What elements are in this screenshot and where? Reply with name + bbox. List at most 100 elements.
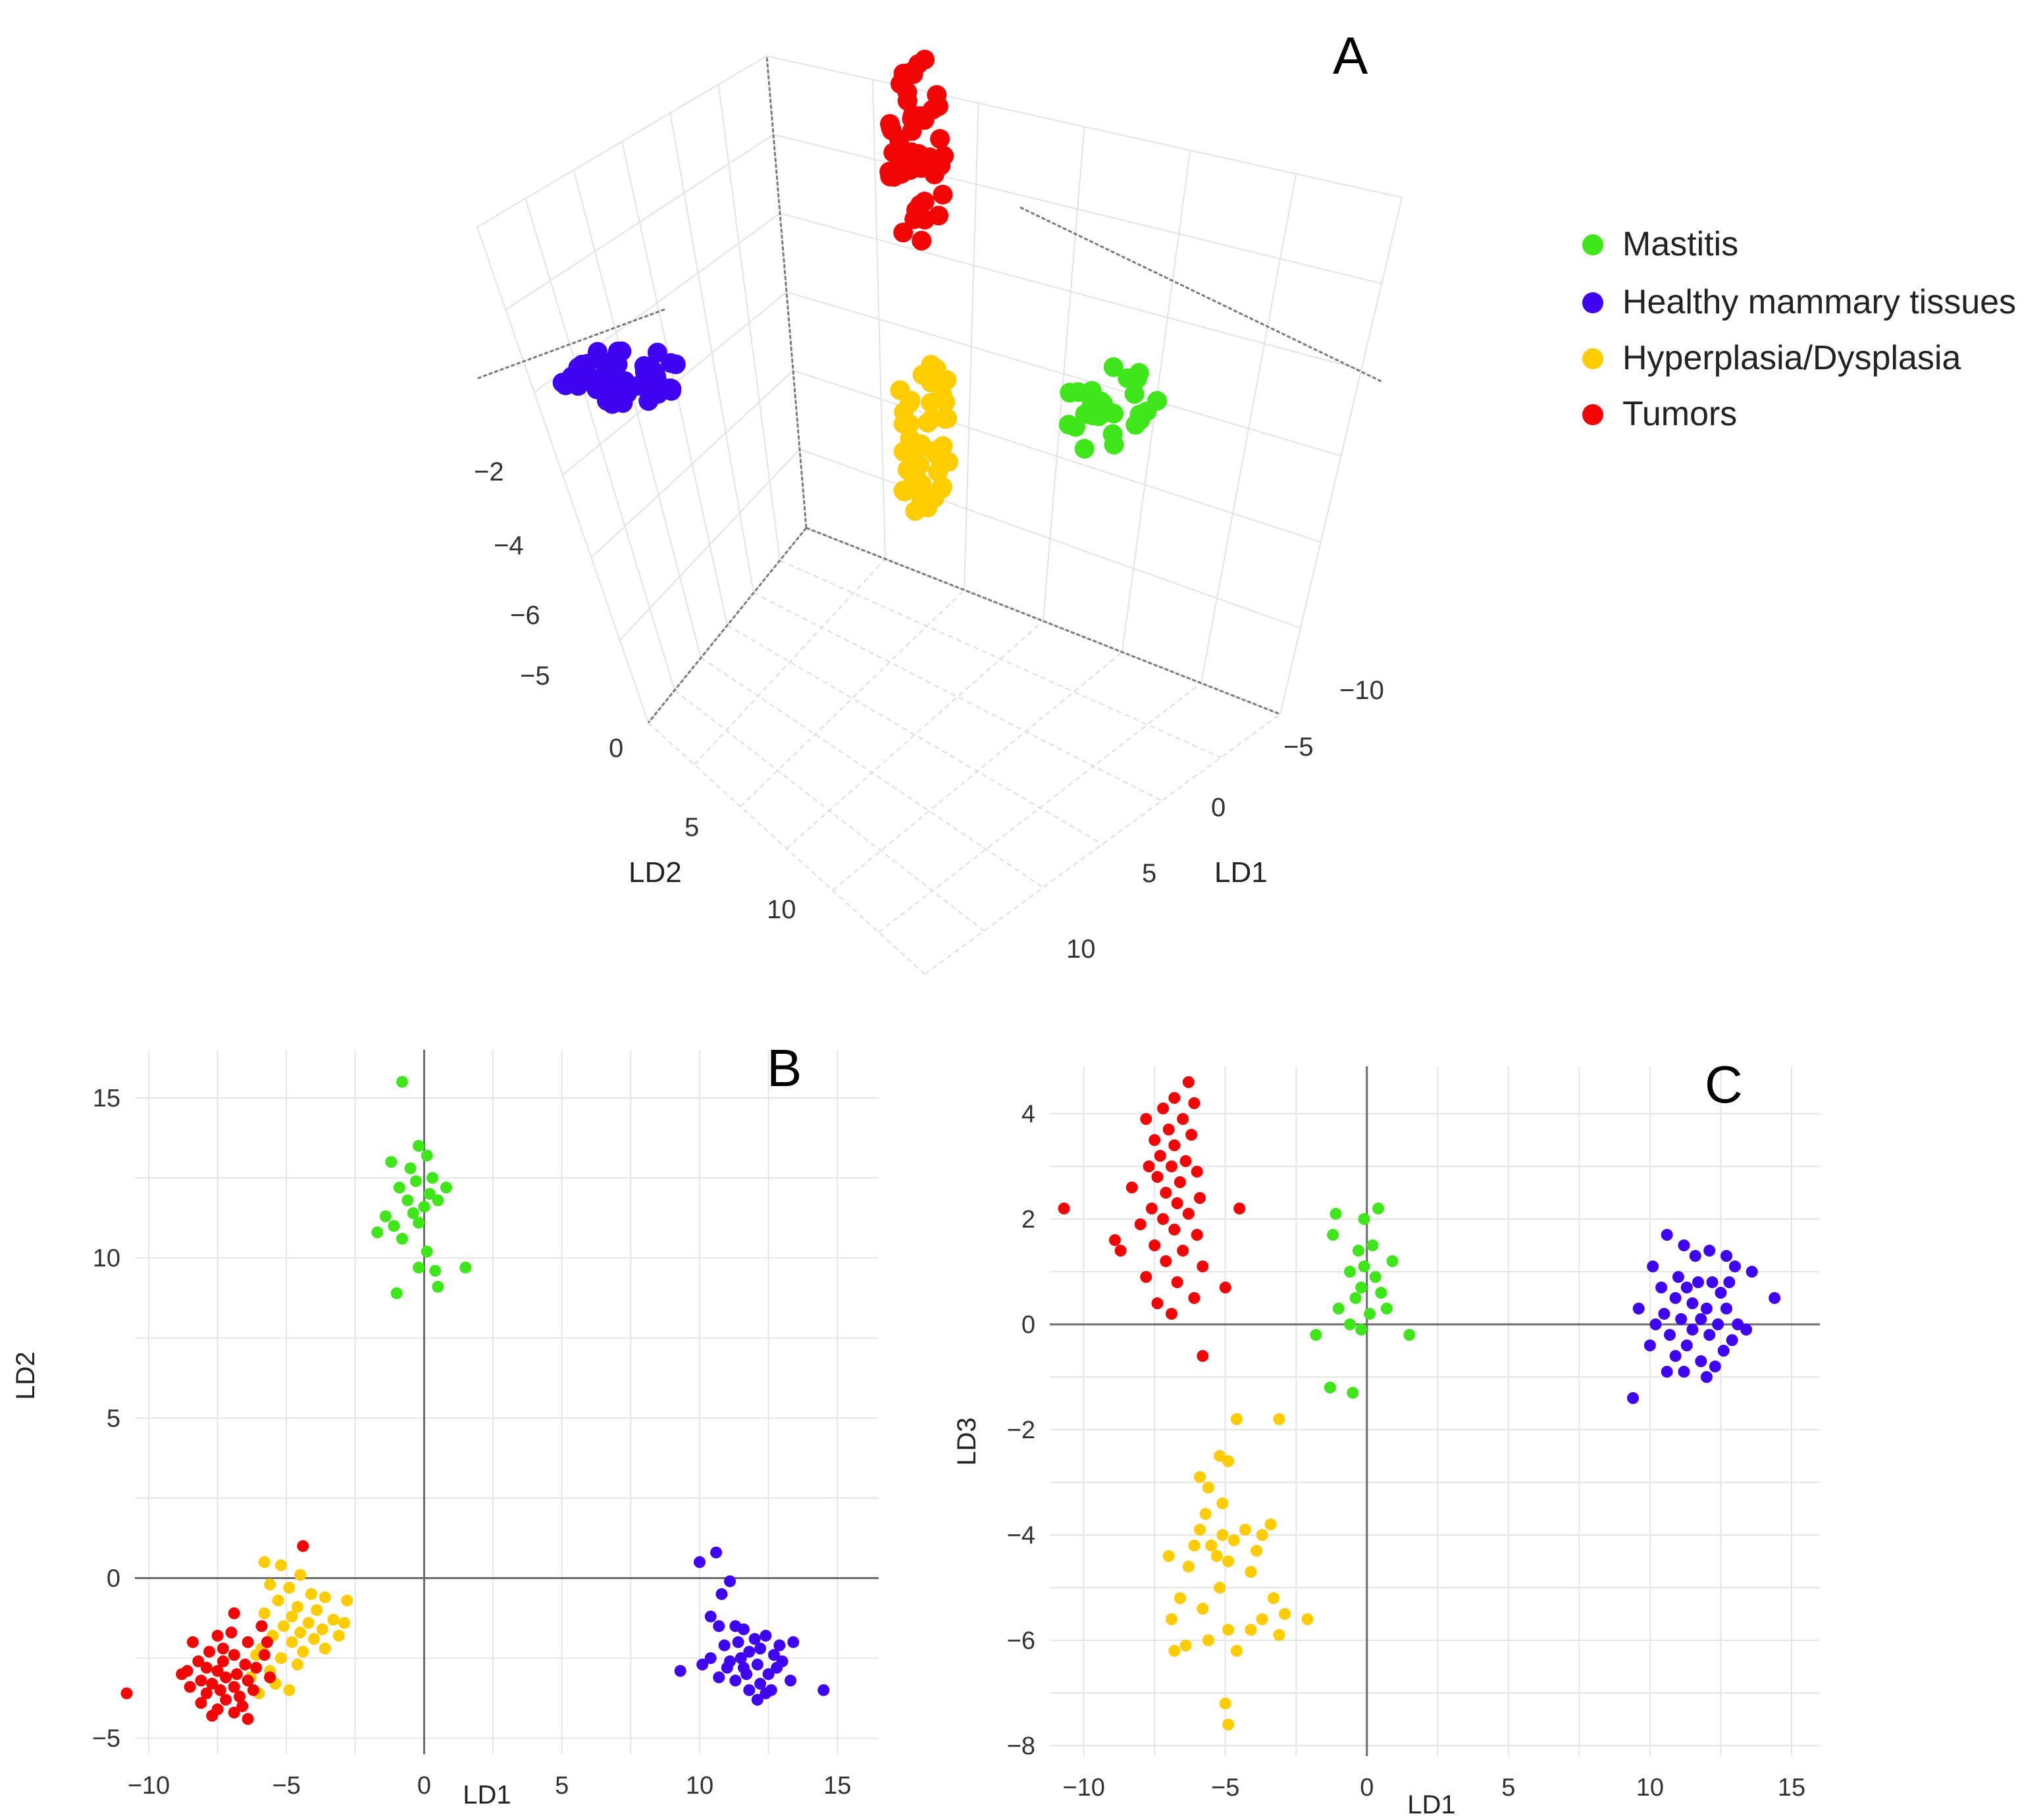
panel-b-point-healthy-mammary-tissues [754,1642,767,1655]
panel-b-point-hyperplasia-dysplasia [283,1582,296,1594]
panel-b-point-hyperplasia-dysplasia [291,1601,303,1613]
panel-b-point-healthy-mammary-tissues [735,1652,747,1665]
panel-b-point-hyperplasia-dysplasia [316,1623,328,1636]
panel-b-grid [135,1050,879,1754]
panel-c-point-hyperplasia-dysplasia [1256,1529,1268,1541]
panel-c-point-mastitis [1369,1271,1382,1283]
panel-a-point-mastitis [1060,382,1080,403]
panel-c-point-hyperplasia-dysplasia [1214,1450,1226,1462]
panel-a-grid-line [832,651,1123,891]
panel-c-point-hyperplasia-dysplasia [1216,1497,1229,1509]
panel-a-grid-line [1201,173,1297,684]
panel-b-point-tumors [184,1680,196,1693]
panel-c-point-healthy-mammary-tissues [1680,1339,1693,1351]
panel-c-point-hyperplasia-dysplasia [1182,1561,1195,1573]
panel-b-point-healthy-mammary-tissues [713,1620,725,1632]
panel-a-point-tumors [880,114,900,134]
panel-a-point-mastitis [1124,384,1145,404]
panel-c-point-tumors [1149,1239,1161,1251]
legend-label-hyperplasia: Hyperplasia/Dysplasia [1622,339,1961,377]
panel-b-series-tumors [120,1540,309,1725]
panel-a-axes [477,55,1383,723]
panel-c-point-healthy-mammary-tissues [1658,1308,1670,1320]
panel-c-point-hyperplasia-dysplasia [1202,1634,1214,1646]
panel-b-point-healthy-mammary-tissues [704,1610,717,1623]
panel-a-point-hyperplasia-dysplasia [900,390,921,411]
panel-c-x-tick-label: −10 [1062,1774,1104,1802]
panel-b-x-tick-label: 10 [686,1772,713,1800]
panel-b-point-mastitis [401,1194,414,1207]
panel-a-axis-ld2-back [477,308,665,380]
panel-c-point-tumors [1168,1092,1181,1104]
panel-c-points [1058,1076,1781,1730]
panel-a-point-mastitis [1103,357,1124,377]
panel-b-point-hyperplasia-dysplasia [274,1559,287,1572]
panel-a-point-healthy-mammary-tissues [569,371,590,392]
panel-a-ld1-tick-label: 0 [1211,793,1226,822]
panel-c-point-healthy-mammary-tissues [1769,1292,1781,1304]
panel-b-point-tumors [225,1626,238,1639]
panel-b-point-tumors [206,1678,219,1690]
panel-c-point-healthy-mammary-tissues [1726,1334,1738,1346]
panel-a-tick-labels: −10 −5 0 5 10 0 5 10 −2 −4 −6 −5 [474,457,1384,964]
panel-a-point-healthy-mammary-tissues [572,354,592,375]
panel-a-point-mastitis [1066,417,1086,437]
panel-a-ld1-tick-label: 10 [1066,935,1096,964]
panel-c-point-healthy-mammary-tissues [1692,1276,1705,1288]
panel-c-point-hyperplasia-dysplasia [1214,1582,1226,1594]
panel-a-point-tumors [925,161,945,181]
panel-b-point-healthy-mammary-tissues [776,1655,788,1667]
panel-c-point-healthy-mammary-tissues [1720,1303,1733,1314]
panel-b-point-healthy-mammary-tissues [751,1658,763,1671]
panel-c-point-hyperplasia-dysplasia [1193,1524,1206,1536]
panel-c-point-healthy-mammary-tissues [1664,1329,1676,1341]
panel-c-point-mastitis [1330,1208,1342,1220]
panel-c-point-tumors [1191,1229,1203,1241]
panel-b-point-healthy-mammary-tissues [737,1661,750,1674]
panel-b-point-mastitis [426,1172,438,1184]
panel-b-y-tick-label: 10 [93,1245,120,1272]
panel-c-point-hyperplasia-dysplasia [1188,1540,1201,1551]
panel-b-point-mastitis [418,1201,430,1213]
panel-b-point-healthy-mammary-tissues [762,1668,775,1680]
panel-b-point-healthy-mammary-tissues [767,1649,780,1661]
panel-c-point-tumors [1191,1166,1203,1178]
panel-b-point-tumors [206,1709,219,1722]
panel-b-point-tumors [264,1671,276,1684]
panel-b-point-tumors [176,1668,188,1680]
panel-b-point-hyperplasia-dysplasia [283,1684,296,1696]
panel-c-y-tick-label: −8 [1007,1732,1035,1760]
panel-c-point-healthy-mammary-tissues [1703,1245,1716,1257]
panel-a-point-tumors [889,140,909,161]
panel-b-point-hyperplasia-dysplasia [294,1569,307,1581]
panel-c-point-healthy-mammary-tissues [1649,1318,1662,1330]
panel-c-point-hyperplasia-dysplasia [1230,1645,1243,1657]
panel-c-point-tumors [1177,1245,1189,1257]
panel-b-point-hyperplasia-dysplasia [319,1591,331,1603]
panel-a-grid-line [619,448,800,641]
panel-c-point-healthy-mammary-tissues [1678,1366,1690,1378]
panel-c-series-hyperplasia-dysplasia [1162,1413,1314,1730]
panel-b-series-hyperplasia-dysplasia [244,1556,353,1700]
panel-b-point-tumors [228,1649,240,1661]
panel-c-point-tumors [1162,1124,1175,1135]
panel-b-point-mastitis [393,1182,405,1194]
panel-b-point-healthy-mammary-tissues [743,1684,756,1696]
panel-c-point-hyperplasia-dysplasia [1245,1624,1257,1636]
panel-b-point-mastitis [423,1187,436,1200]
panel-b-point-healthy-mammary-tissues [773,1639,786,1651]
panel-a-point-mastitis [1129,404,1150,425]
panel-c-point-mastitis [1310,1329,1322,1341]
panel-c-point-tumors [1145,1203,1158,1214]
panel-c-point-tumors [1233,1203,1246,1214]
panel-b-point-healthy-mammary-tissues [715,1588,728,1600]
panel-c-point-healthy-mammary-tissues [1686,1324,1699,1336]
panel-c-point-tumors [1157,1103,1170,1114]
panel-a-point-tumors [912,230,932,251]
panel-b-point-hyperplasia-dysplasia [294,1626,307,1639]
panel-a-point-hyperplasia-dysplasia [937,408,958,429]
panel-b-point-tumors [255,1620,268,1632]
panel-c-point-healthy-mammary-tissues [1672,1271,1684,1283]
panel-c-x-tick-labels: −10 −5 0 5 10 15 [1062,1774,1805,1802]
panel-c-point-healthy-mammary-tissues [1720,1250,1733,1262]
